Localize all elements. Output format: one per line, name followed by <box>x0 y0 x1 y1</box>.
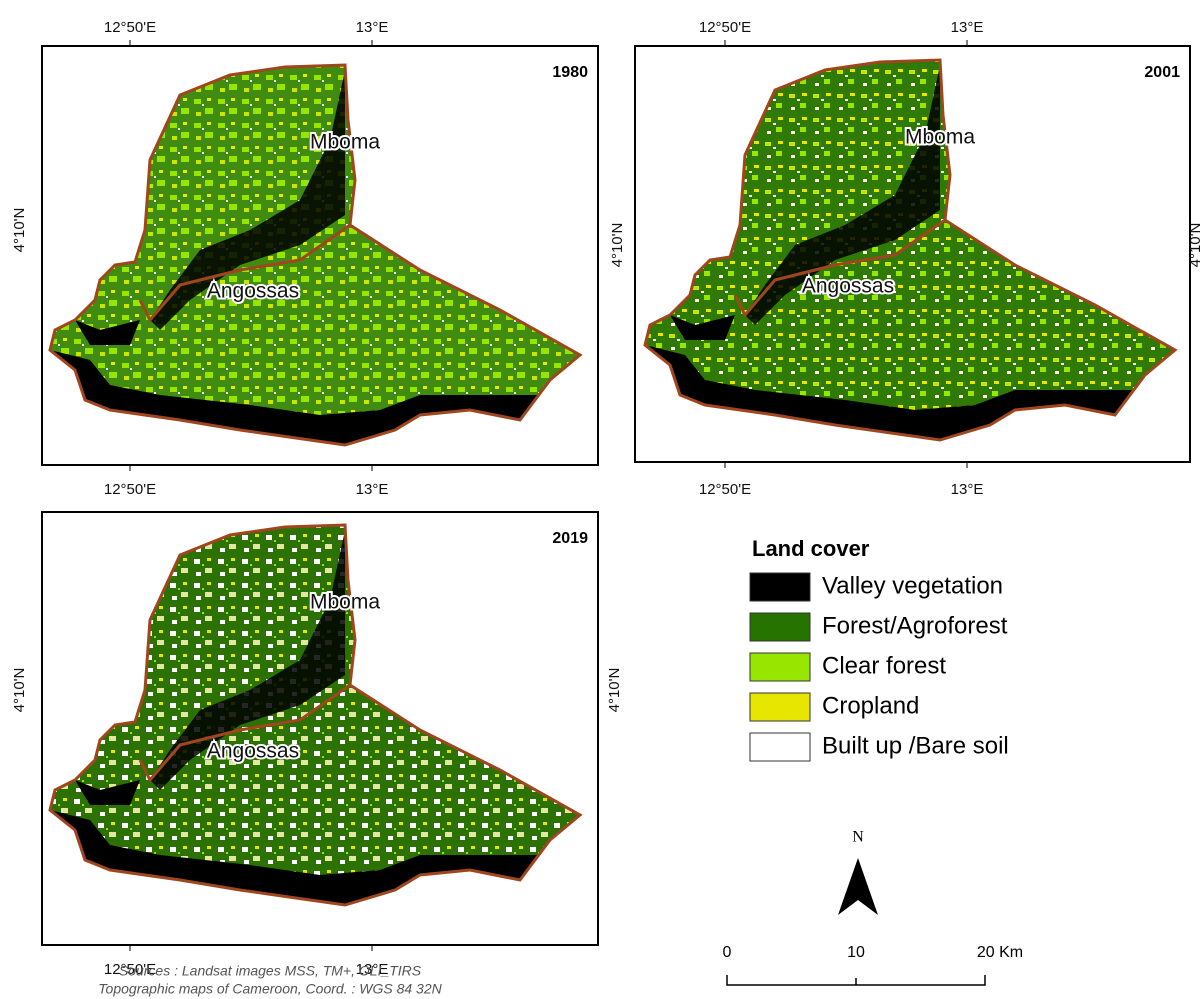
place-label: Angossas <box>802 275 894 298</box>
year-label: 2001 <box>1144 64 1180 81</box>
map-panel: Mboma Angossas 2001 12°50'E 13°E 12°50'E 13°E 4… <box>609 19 1200 498</box>
arrow-right <box>858 858 878 915</box>
scale-line <box>727 975 985 985</box>
source-note: Topographic maps of Cameroon, Coord. : W… <box>98 981 442 997</box>
coord-label: 13°E <box>356 481 389 498</box>
map-panel: Mboma Angossas 1980 12°50'E 13°E 12°50'E 13°E 4… <box>11 19 598 498</box>
scale-bar: 0 10 20 Km <box>723 944 1024 985</box>
coord-label: 13°E <box>951 481 984 498</box>
legend-label: Forest/Agroforest <box>822 612 1008 639</box>
coord-label: 12°50'E <box>699 19 751 36</box>
coord-label: 4°10'N <box>11 668 28 713</box>
scale-label: 0 <box>723 944 732 961</box>
legend-swatch <box>750 653 810 681</box>
place-label: Mboma <box>905 126 975 149</box>
scale-label: 10 <box>847 944 865 961</box>
legend-label: Built up /Bare soil <box>822 732 1009 759</box>
place-label: Angossas <box>207 280 299 303</box>
coord-label: 4°10'N <box>1187 223 1200 268</box>
place-label: Mboma <box>310 591 380 614</box>
arrow-left <box>838 858 858 915</box>
coord-label: 4°10'N <box>606 668 623 713</box>
place-label: Angossas <box>207 740 299 763</box>
place-label: Mboma <box>310 131 380 154</box>
legend-swatch <box>750 613 810 641</box>
map-figure: Mboma Angossas 1980 12°50'E 13°E 12°50'E 13°E 4… <box>0 0 1200 999</box>
legend-label: Cropland <box>822 692 919 719</box>
coord-label: 4°10'N <box>609 223 626 268</box>
legend-title: Land cover <box>752 536 870 561</box>
coord-label: 12°50'E <box>699 481 751 498</box>
source-note: Sources : Landsat images MSS, TM+, OLI_T… <box>119 963 422 979</box>
legend-swatch <box>750 733 810 761</box>
north-label: N <box>852 829 864 846</box>
coord-label: 12°50'E <box>104 481 156 498</box>
year-label: 2019 <box>552 530 588 547</box>
coord-label: 12°50'E <box>104 19 156 36</box>
scale-label: 20 Km <box>977 944 1023 961</box>
year-label: 1980 <box>552 64 588 81</box>
legend-label: Valley vegetation <box>822 572 1003 599</box>
legend-swatch <box>750 693 810 721</box>
north-arrow: N <box>838 829 878 915</box>
legend-label: Clear forest <box>822 652 946 679</box>
coord-label: 13°E <box>356 19 389 36</box>
coord-label: 13°E <box>951 19 984 36</box>
coord-label: 4°10'N <box>11 208 28 253</box>
legend-swatch <box>750 573 810 601</box>
